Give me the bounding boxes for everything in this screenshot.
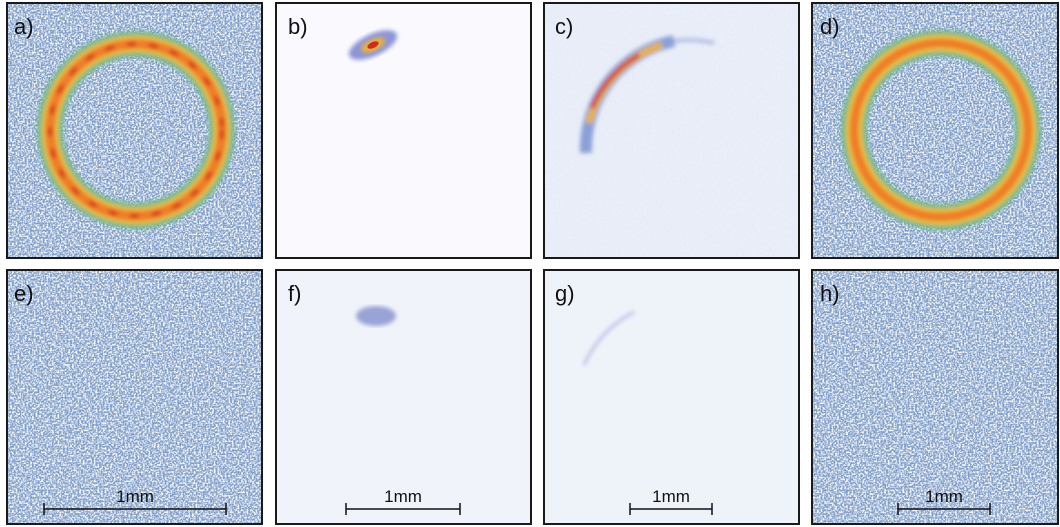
ring <box>841 30 1041 230</box>
panel <box>276 270 531 524</box>
faint-arc <box>583 311 635 366</box>
scale-bars <box>43 503 991 515</box>
panel-label: e) <box>14 281 34 306</box>
scale-label: 1mm <box>652 487 690 506</box>
panel-label: f) <box>288 281 301 306</box>
panel-border <box>6 2 263 259</box>
panel <box>7 3 262 258</box>
panel-label: b) <box>288 14 308 39</box>
scale-bar <box>897 503 991 515</box>
panel-label: g) <box>555 281 575 306</box>
panel-border <box>6 269 263 525</box>
panel <box>544 3 799 258</box>
panel-border <box>811 2 1059 259</box>
noise <box>812 270 1058 524</box>
panel-label: c) <box>555 14 573 39</box>
spot <box>348 30 398 60</box>
panel <box>812 3 1058 258</box>
panel-label: d) <box>820 14 840 39</box>
background <box>544 270 799 524</box>
panel-border <box>811 269 1059 525</box>
scale-label: 1mm <box>925 487 963 506</box>
panel-label: h) <box>820 281 840 306</box>
arc <box>579 35 715 154</box>
panel-border <box>275 269 532 525</box>
noise <box>7 270 262 524</box>
panel <box>276 3 531 258</box>
panel <box>544 270 799 524</box>
scale-label: 1mm <box>384 487 422 506</box>
ring <box>37 31 235 229</box>
scale-bar <box>345 503 461 515</box>
panel <box>812 270 1058 524</box>
panel-border <box>543 2 800 259</box>
scale-bar <box>43 503 227 515</box>
background <box>276 3 531 258</box>
scale-bar <box>629 503 713 515</box>
panel <box>7 270 262 524</box>
panel-border <box>275 2 532 259</box>
scale-label: 1mm <box>116 487 154 506</box>
panel-border <box>543 269 800 525</box>
smudge <box>356 306 396 326</box>
background <box>276 270 531 524</box>
panel-label: a) <box>14 14 34 39</box>
